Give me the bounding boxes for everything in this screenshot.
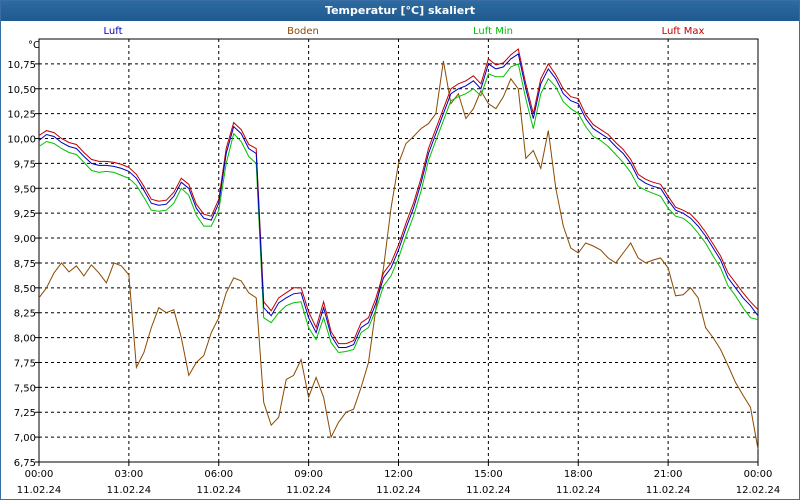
y-tick-label: 7,25 bbox=[14, 408, 36, 419]
x-tick-time: 21:00 bbox=[654, 469, 683, 480]
x-tick-time: 06:00 bbox=[204, 469, 233, 480]
y-axis-unit: °C bbox=[28, 40, 40, 51]
y-tick-label: 10,25 bbox=[7, 110, 36, 121]
series-line-luft-max bbox=[38, 48, 759, 345]
y-tick-label: 9,75 bbox=[14, 159, 36, 170]
y-tick-label: 7,00 bbox=[14, 433, 36, 444]
y-tick-label: 9,50 bbox=[14, 184, 36, 195]
x-tick-date: 11.02.24 bbox=[17, 485, 62, 496]
series-line-luft-min bbox=[38, 63, 759, 354]
legend-entry-luft-max: Luft Max bbox=[662, 26, 705, 37]
x-tick-date: 11.02.24 bbox=[196, 485, 241, 496]
y-tick-label: 8,25 bbox=[14, 309, 36, 320]
x-tick-date: 11.02.24 bbox=[376, 485, 421, 496]
series-line-boden bbox=[38, 60, 759, 450]
x-tick-time: 18:00 bbox=[564, 469, 593, 480]
series-line-luft bbox=[38, 53, 759, 348]
x-tick-time: 00:00 bbox=[25, 469, 54, 480]
x-tick-date: 11.02.24 bbox=[286, 485, 331, 496]
y-tick-label: 10,00 bbox=[7, 135, 36, 146]
x-tick-time: 03:00 bbox=[114, 469, 143, 480]
legend-entry-luft-min: Luft Min bbox=[473, 26, 513, 37]
y-tick-label: 8,00 bbox=[14, 334, 36, 345]
y-axis: 6,75 7,00 7,25 7,50 7,75 8,00 8,25 8,50 8,75 9,00… bbox=[7, 60, 39, 469]
y-tick-label: 6,75 bbox=[14, 458, 36, 469]
y-tick-label: 8,50 bbox=[14, 284, 36, 295]
x-tick-date: 11.02.24 bbox=[556, 485, 601, 496]
legend-entry-boden: Boden bbox=[287, 26, 319, 37]
series-group bbox=[38, 48, 759, 450]
x-tick-time: 09:00 bbox=[294, 469, 323, 480]
x-tick-date: 11.02.24 bbox=[107, 485, 152, 496]
y-tick-label: 7,75 bbox=[14, 358, 36, 369]
window-title: Temperatur [°C] skaliert bbox=[1, 1, 799, 21]
y-tick-label: 7,50 bbox=[14, 383, 36, 394]
legend-entry-luft: Luft bbox=[104, 26, 123, 37]
x-tick-date: 11.02.24 bbox=[646, 485, 691, 496]
x-axis: 00:00 11.02.24 03:00 11.02.24 06:00 11.02.24 0… bbox=[17, 462, 781, 496]
y-tick-label: 8,75 bbox=[14, 259, 36, 270]
x-tick-time: 12:00 bbox=[384, 469, 413, 480]
x-tick-date: 12.02.24 bbox=[736, 485, 781, 496]
legend: Luft Boden Luft Min Luft Max bbox=[104, 26, 705, 37]
x-tick-time: 00:00 bbox=[744, 469, 773, 480]
x-tick-date: 11.02.24 bbox=[466, 485, 511, 496]
y-tick-label: 10,50 bbox=[7, 85, 36, 96]
y-tick-label: 9,00 bbox=[14, 234, 36, 245]
x-tick-time: 15:00 bbox=[474, 469, 503, 480]
y-tick-label: 9,25 bbox=[14, 209, 36, 220]
y-tick-label: 10,75 bbox=[7, 60, 36, 71]
